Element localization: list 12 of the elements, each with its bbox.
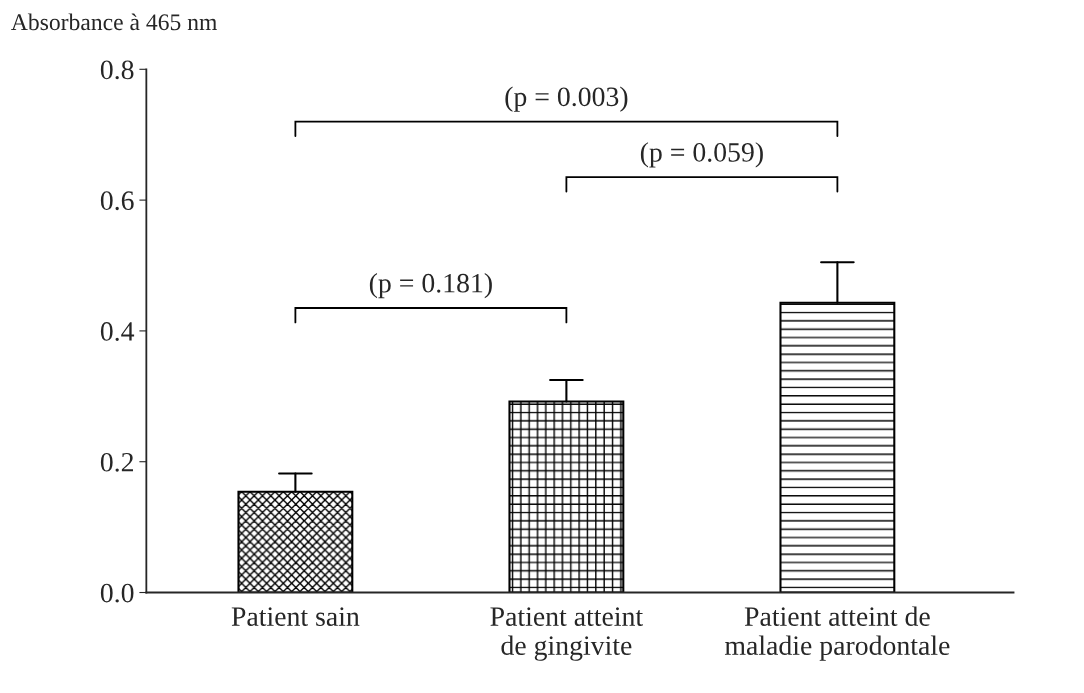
annotation: (p = 0.181) [369, 273, 492, 299]
x-tick-label: Patient atteint de maladie parodontale [724, 606, 950, 661]
y-tick-label: 0.4 [100, 322, 135, 341]
y-tick-label: 0.2 [100, 452, 133, 472]
y-tick-label: 0.0 [100, 583, 134, 603]
x-tick-label: Patient atteint de gingivite [490, 607, 643, 661]
annotation: (p = 0.003) [505, 86, 628, 112]
y-tick-label: 0.6 [100, 191, 134, 211]
y-tick-label: 0.8 [100, 60, 134, 80]
annotation: (p = 0.059) [640, 142, 763, 168]
x-tick-label: Patient sain [231, 607, 360, 626]
y-axis-title: Absorbance à 465 nm [11, 13, 218, 31]
